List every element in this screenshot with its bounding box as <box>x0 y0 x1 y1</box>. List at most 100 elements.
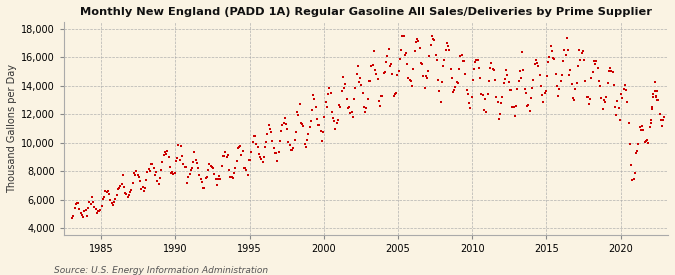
Point <box>219 154 230 158</box>
Point <box>282 127 293 131</box>
Point <box>599 100 610 104</box>
Point <box>614 106 624 111</box>
Point <box>131 169 142 173</box>
Point <box>651 89 662 93</box>
Point <box>124 193 134 198</box>
Point <box>217 154 228 158</box>
Point <box>363 79 374 84</box>
Point <box>250 134 261 138</box>
Point <box>547 56 558 60</box>
Point <box>327 110 338 114</box>
Point <box>339 86 350 90</box>
Point <box>647 105 657 110</box>
Point <box>550 71 561 76</box>
Point <box>101 190 112 194</box>
Point <box>91 211 102 216</box>
Point <box>184 171 195 176</box>
Point <box>271 151 281 155</box>
Point <box>110 197 121 202</box>
Point <box>128 170 139 175</box>
Point <box>425 42 436 47</box>
Point <box>356 82 367 87</box>
Point <box>654 111 665 116</box>
Point <box>459 59 470 63</box>
Point <box>256 157 267 161</box>
Point <box>444 48 455 52</box>
Point <box>247 140 258 144</box>
Point <box>345 111 356 116</box>
Point <box>80 207 91 212</box>
Point <box>636 128 647 132</box>
Point <box>86 195 97 199</box>
Point <box>117 173 128 177</box>
Point <box>659 115 670 119</box>
Point <box>626 163 637 167</box>
Point <box>69 205 80 210</box>
Point <box>82 214 92 218</box>
Point <box>407 84 418 89</box>
Point <box>202 167 213 172</box>
Point <box>210 177 221 182</box>
Point <box>423 68 433 73</box>
Point <box>575 58 586 62</box>
Point <box>507 105 518 109</box>
Point <box>288 146 299 150</box>
Point <box>232 146 243 150</box>
Point <box>272 158 283 163</box>
Point <box>647 106 657 111</box>
Point <box>229 171 240 175</box>
Point <box>572 63 583 68</box>
Point <box>268 146 279 150</box>
Point <box>348 115 358 119</box>
Point <box>400 51 411 55</box>
Point <box>558 59 568 63</box>
Point <box>541 89 551 94</box>
Point <box>378 70 389 75</box>
Point <box>267 139 278 144</box>
Point <box>136 187 146 192</box>
Point <box>414 46 425 50</box>
Point <box>350 85 360 90</box>
Point <box>584 102 595 107</box>
Point <box>253 152 264 157</box>
Point <box>595 84 605 89</box>
Point <box>70 202 81 206</box>
Point <box>383 47 394 52</box>
Point <box>125 189 136 194</box>
Point <box>589 59 599 63</box>
Point <box>452 81 463 85</box>
Point <box>327 116 338 120</box>
Point <box>658 118 669 122</box>
Point <box>158 153 169 157</box>
Point <box>275 139 286 144</box>
Point <box>357 91 368 95</box>
Point <box>649 80 660 84</box>
Point <box>293 113 304 117</box>
Point <box>88 200 99 204</box>
Point <box>186 166 197 170</box>
Point <box>241 168 252 172</box>
Point <box>465 106 476 111</box>
Point <box>372 76 383 81</box>
Point <box>404 78 415 82</box>
Point <box>333 118 344 122</box>
Point <box>135 179 146 183</box>
Point <box>564 73 574 77</box>
Point <box>146 162 157 166</box>
Point <box>541 73 552 78</box>
Point <box>211 183 222 188</box>
Point <box>68 214 79 219</box>
Point <box>517 50 528 54</box>
Point <box>393 69 404 73</box>
Point <box>290 138 300 142</box>
Point <box>394 57 405 61</box>
Point <box>620 83 630 87</box>
Point <box>630 151 641 155</box>
Point <box>209 172 219 177</box>
Point <box>351 72 362 76</box>
Point <box>246 150 256 154</box>
Point <box>571 81 582 85</box>
Point <box>214 174 225 178</box>
Point <box>526 86 537 90</box>
Point <box>397 34 408 38</box>
